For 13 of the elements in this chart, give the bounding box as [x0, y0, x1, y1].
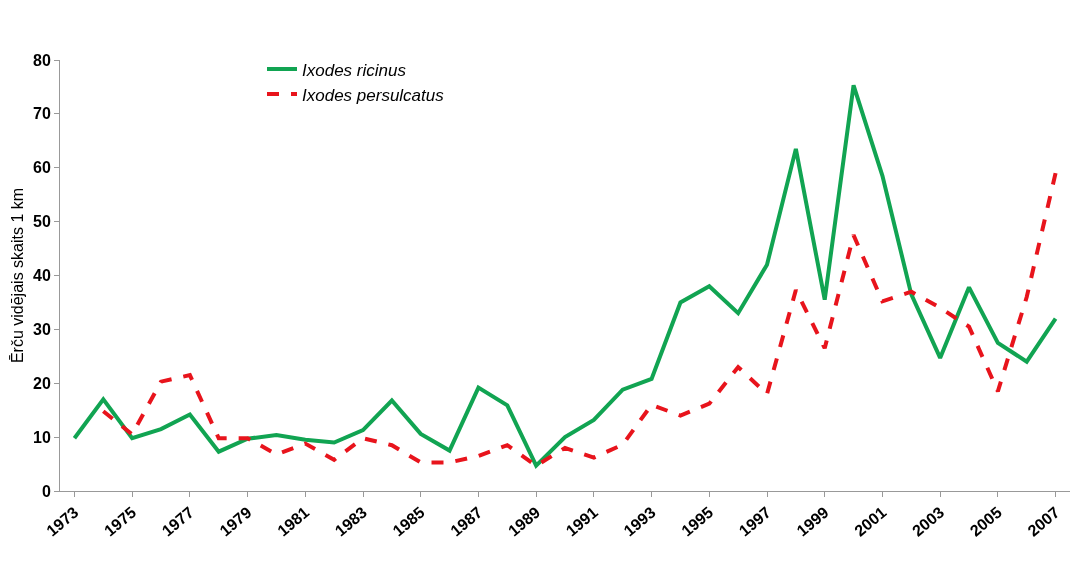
y-tick-label: 70	[33, 105, 51, 123]
y-tick-label: 30	[33, 320, 51, 338]
legend-label: Ixodes persulcatus	[302, 85, 445, 105]
y-tick-label: 20	[33, 374, 51, 392]
y-tick-label: 50	[33, 213, 51, 231]
y-tick-label: 60	[33, 159, 51, 177]
y-tick-label: 0	[41, 482, 51, 500]
line-series	[72, 83, 1058, 468]
y-tick-label: 10	[33, 428, 51, 446]
y-tick-label: 40	[33, 267, 51, 285]
y-tick-label: 80	[33, 51, 51, 69]
legend-label: Ixodes ricinus	[302, 60, 407, 80]
y-axis-title: Ērču vidējais skaits 1 km	[8, 187, 26, 364]
